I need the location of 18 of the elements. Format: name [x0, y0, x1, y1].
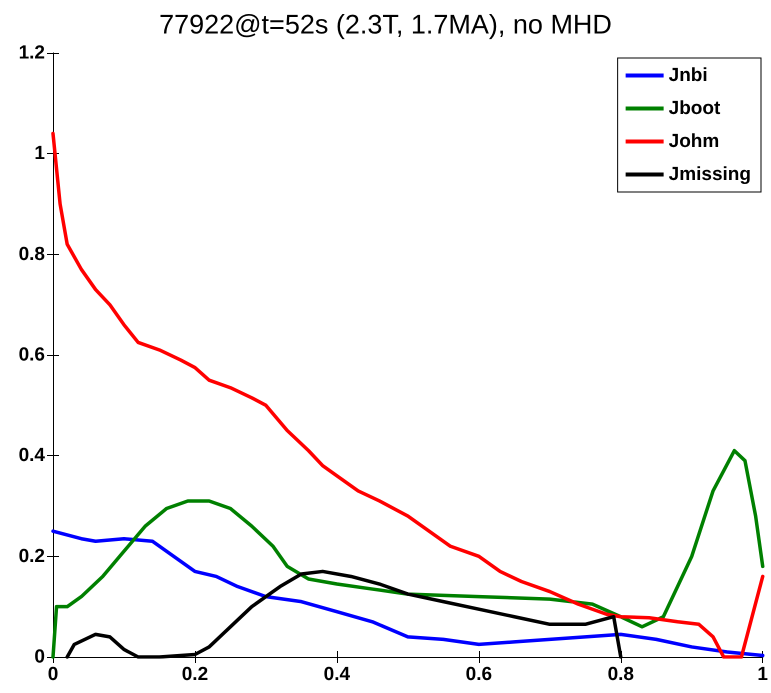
x-tick-label: 0.4 [324, 664, 351, 685]
chart-title: 77922@t=52s (2.3T, 1.7MA), no MHD [159, 10, 612, 40]
x-tick-label: 1 [757, 664, 768, 685]
legend-label: Johm [668, 131, 720, 152]
y-tick-label: 0.8 [18, 244, 45, 265]
y-tick-label: 0.2 [18, 546, 45, 567]
y-tick-label: 1 [34, 143, 46, 164]
legend-label: Jboot [668, 98, 722, 119]
legend-label: Jnbi [668, 65, 708, 86]
legend-label: Jmissing [668, 164, 752, 185]
x-tick-label: 0.6 [466, 664, 492, 685]
y-tick-label: 0 [34, 646, 45, 668]
y-tick-label: 1.2 [18, 42, 45, 64]
x-tick-label: 0 [48, 664, 58, 685]
x-tick-label: 0.8 [608, 664, 634, 685]
y-tick-label: 0.4 [18, 445, 46, 466]
y-tick-label: 0.6 [18, 344, 45, 366]
x-tick-label: 0.2 [182, 664, 208, 685]
